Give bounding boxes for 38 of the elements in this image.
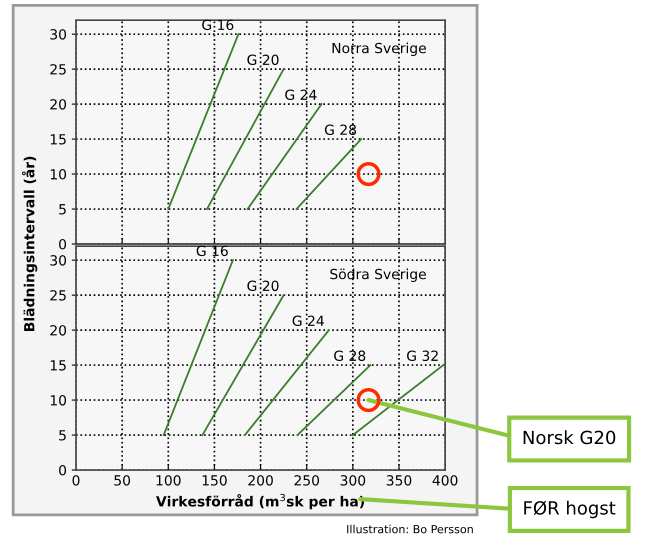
x-tick-label: 150 (202, 475, 227, 486)
y-tick-label: 5 (59, 430, 66, 441)
series-label: G 20 (247, 280, 279, 292)
series-label: G 28 (334, 350, 366, 362)
y-tick-label: 15 (50, 134, 66, 145)
y-tick-label: 5 (59, 204, 66, 215)
y-tick-label: 10 (50, 395, 66, 406)
series-label: G 32 (407, 350, 438, 362)
text: Södra Sverige (330, 268, 426, 282)
series-label: G 16 (196, 246, 228, 256)
x-tick-label: 300 (340, 475, 366, 486)
x-tick-label: 250 (294, 475, 320, 486)
x-tick-label: 350 (386, 475, 412, 486)
y-tick-label: 30 (50, 255, 66, 266)
series-label: G 28 (324, 124, 356, 135)
y-tick-label: 30 (50, 29, 66, 40)
y-tick-label: 25 (50, 290, 66, 301)
series-label: G 20 (247, 54, 279, 66)
x-tick-label: 100 (156, 475, 181, 486)
y-axis-title: Blädningsintervall (år) (22, 156, 38, 331)
series-label: G 24 (285, 90, 317, 100)
y-tick-label: 20 (50, 325, 66, 336)
series-label: G 16 (202, 20, 234, 30)
x-tick-label: 50 (114, 475, 130, 486)
y-tick-label: 20 (50, 99, 66, 110)
y-tick-label: 0 (59, 238, 66, 250)
text: Illustration: Bo Persson (347, 524, 473, 534)
y-tick-label: 15 (50, 360, 66, 371)
text: FØR hogst (524, 500, 616, 518)
x-tick-label: 400 (432, 475, 458, 486)
annotation: Norsk G20 (524, 430, 616, 444)
x-tick-label: 0 (72, 475, 80, 486)
x-tick-label: 200 (248, 475, 273, 486)
series-label: G 24 (292, 316, 324, 326)
y-tick-label: 25 (50, 64, 66, 75)
y-tick-label: 10 (50, 169, 66, 180)
y-tick-label: 0 (59, 464, 66, 476)
text: Norra Sverige (332, 42, 426, 56)
